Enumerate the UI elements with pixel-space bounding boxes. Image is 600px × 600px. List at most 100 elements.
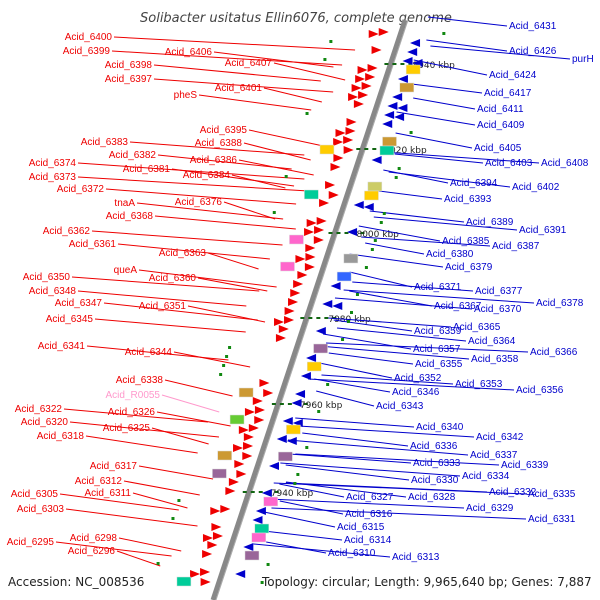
left-gene-arrow[interactable]	[244, 408, 255, 416]
gene-label[interactable]: Acid_6389	[466, 217, 514, 228]
gene-label[interactable]: Acid_6310	[328, 548, 376, 559]
gene-label[interactable]: Acid_6407	[225, 58, 273, 69]
gene-label[interactable]: Acid_6331	[528, 514, 576, 525]
right-gene-arrow[interactable]	[397, 75, 408, 83]
gene-label[interactable]: Acid_6370	[474, 304, 522, 315]
gene-label[interactable]: Acid_6398	[105, 60, 153, 71]
left-gene-arrow[interactable]	[284, 316, 295, 324]
gene-label[interactable]: Acid_6334	[462, 471, 510, 482]
left-gene-arrow[interactable]	[358, 91, 369, 99]
left-gene-arrow[interactable]	[210, 507, 221, 515]
gene-label[interactable]: Acid_6312	[75, 476, 123, 487]
gene-label[interactable]: Acid_6317	[90, 461, 138, 472]
left-gene-arrow[interactable]	[361, 82, 372, 90]
gene-label[interactable]: Acid_6360	[149, 273, 197, 284]
gene-label[interactable]: Acid_6353	[455, 379, 503, 390]
left-gene-arrow[interactable]	[220, 505, 231, 513]
left-gene-arrow[interactable]	[313, 236, 324, 244]
right-gene-arrow[interactable]	[392, 93, 403, 101]
gene-label[interactable]: Acid_R0055	[106, 390, 161, 401]
gene-label[interactable]: Acid_6357	[413, 344, 461, 355]
left-gene-arrow[interactable]	[211, 523, 222, 531]
gene-label[interactable]: Acid_6400	[65, 32, 113, 43]
feature-box[interactable]	[229, 414, 245, 425]
left-gene-arrow[interactable]	[228, 478, 239, 486]
left-gene-arrow[interactable]	[335, 129, 346, 137]
gene-label[interactable]: Acid_6385	[442, 236, 490, 247]
right-gene-arrow[interactable]	[394, 113, 405, 121]
right-gene-arrow[interactable]	[397, 104, 408, 112]
right-gene-arrow[interactable]	[255, 507, 266, 515]
feature-box[interactable]	[307, 361, 322, 372]
gene-label[interactable]: Acid_6395	[200, 125, 248, 136]
gene-label[interactable]: Acid_6343	[376, 401, 424, 412]
left-gene-arrow[interactable]	[200, 578, 211, 586]
left-gene-arrow[interactable]	[304, 263, 315, 271]
gene-label[interactable]: Acid_6387	[492, 241, 540, 252]
feature-box[interactable]	[238, 387, 254, 398]
gene-label[interactable]: Acid_6296	[68, 546, 116, 557]
feature-box[interactable]	[336, 271, 352, 282]
left-gene-arrow[interactable]	[319, 199, 330, 207]
gene-label[interactable]: Acid_6379	[445, 262, 493, 273]
feature-box[interactable]	[254, 523, 270, 534]
gene-label[interactable]: Acid_6366	[530, 347, 578, 358]
left-gene-arrow[interactable]	[200, 568, 211, 576]
right-gene-arrow[interactable]	[322, 300, 333, 308]
gene-label[interactable]: Acid_6388	[195, 138, 243, 149]
gene-label[interactable]: Acid_6372	[57, 184, 105, 195]
right-gene-arrow[interactable]	[315, 327, 326, 335]
left-gene-arrow[interactable]	[207, 541, 218, 549]
gene-label[interactable]: Acid_6382	[109, 150, 157, 161]
right-gene-arrow[interactable]	[291, 399, 302, 407]
gene-label[interactable]: Acid_6431	[509, 21, 557, 32]
gene-label[interactable]: Acid_6313	[392, 552, 440, 563]
left-gene-arrow[interactable]	[202, 550, 213, 558]
left-gene-arrow[interactable]	[259, 379, 270, 387]
feature-box[interactable]	[251, 532, 266, 543]
gene-label[interactable]: Acid_6330	[411, 475, 459, 486]
right-gene-arrow[interactable]	[402, 57, 413, 65]
right-gene-arrow[interactable]	[286, 437, 297, 445]
gene-label[interactable]: Acid_6358	[471, 354, 519, 365]
gene-label[interactable]: Acid_6346	[392, 387, 440, 398]
left-gene-arrow[interactable]	[357, 66, 368, 74]
right-gene-arrow[interactable]	[306, 354, 317, 362]
gene-label[interactable]: queA	[114, 265, 138, 276]
left-gene-arrow[interactable]	[274, 318, 285, 326]
right-gene-arrow[interactable]	[235, 570, 246, 578]
right-gene-arrow[interactable]	[295, 390, 306, 398]
left-gene-arrow[interactable]	[378, 28, 389, 36]
gene-label[interactable]: Acid_6386	[190, 155, 238, 166]
feature-box[interactable]	[212, 468, 227, 479]
gene-label[interactable]: Acid_6336	[410, 441, 458, 452]
gene-label[interactable]: Acid_6367	[434, 301, 482, 312]
gene-label[interactable]: Acid_6298	[70, 533, 118, 544]
feature-box[interactable]	[382, 136, 397, 147]
right-gene-arrow[interactable]	[382, 120, 393, 128]
right-gene-arrow[interactable]	[407, 48, 418, 56]
gene-label[interactable]: Acid_6305	[11, 489, 59, 500]
left-gene-arrow[interactable]	[290, 289, 301, 297]
left-gene-arrow[interactable]	[236, 470, 247, 478]
feature-box[interactable]	[217, 450, 232, 461]
gene-label[interactable]: Acid_6328	[408, 492, 456, 503]
gene-label[interactable]: Acid_6426	[509, 46, 557, 57]
gene-label[interactable]: Acid_6362	[43, 226, 91, 237]
left-gene-arrow[interactable]	[233, 444, 244, 452]
gene-label[interactable]: tnaA	[114, 198, 135, 209]
right-gene-arrow[interactable]	[243, 543, 254, 551]
gene-label[interactable]: Acid_6408	[541, 158, 589, 169]
left-gene-arrow[interactable]	[314, 226, 325, 234]
gene-label[interactable]: Acid_6339	[501, 460, 549, 471]
gene-label[interactable]: Acid_6374	[29, 158, 77, 169]
gene-label[interactable]: Acid_6347	[55, 298, 103, 309]
gene-label[interactable]: Acid_6365	[453, 322, 501, 333]
gene-label[interactable]: Acid_6409	[477, 120, 525, 131]
gene-label[interactable]: Acid_6391	[519, 225, 567, 236]
left-gene-arrow[interactable]	[333, 154, 344, 162]
feature-box[interactable]	[364, 190, 379, 201]
left-gene-arrow[interactable]	[263, 389, 274, 397]
gene-label[interactable]: Acid_6364	[468, 336, 516, 347]
feature-box[interactable]	[286, 424, 301, 435]
